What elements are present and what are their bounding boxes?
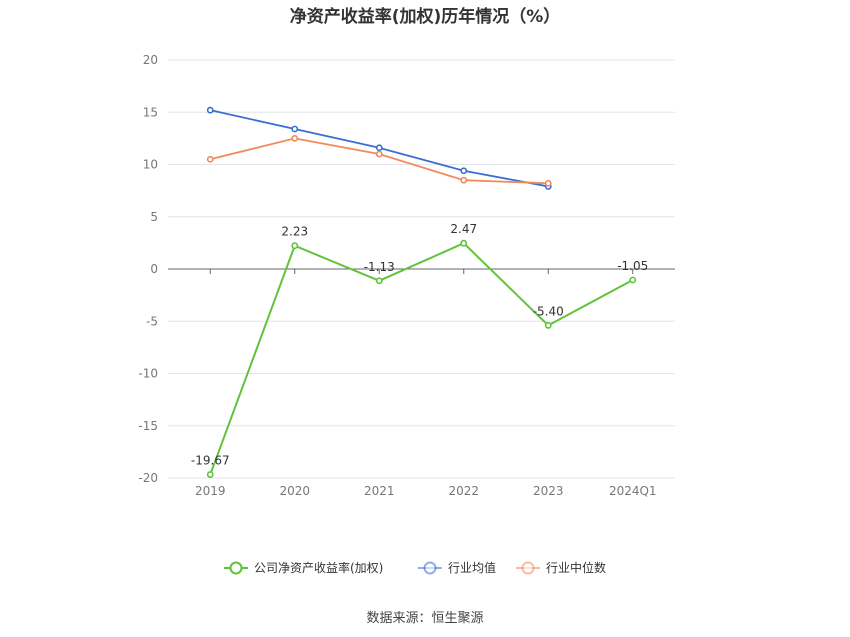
y-tick-label: 5 bbox=[150, 210, 158, 224]
y-tick-label: -5 bbox=[146, 314, 158, 328]
x-tick-label: 2022 bbox=[448, 484, 479, 498]
x-tick-label: 2023 bbox=[533, 484, 564, 498]
data-point bbox=[206, 155, 214, 163]
y-tick-label: 20 bbox=[143, 53, 158, 67]
data-point bbox=[629, 276, 637, 284]
x-tick-label: 2024Q1 bbox=[609, 484, 657, 498]
data-source: 数据来源：恒生聚源 bbox=[366, 611, 484, 626]
legend-label: 行业均值 bbox=[448, 560, 496, 575]
y-tick-label: -10 bbox=[138, 367, 158, 381]
y-tick-label: 15 bbox=[143, 105, 158, 119]
data-label: 2.23 bbox=[281, 225, 308, 239]
data-point bbox=[206, 106, 214, 114]
data-point bbox=[206, 471, 214, 478]
data-point bbox=[375, 150, 383, 158]
legend-marker bbox=[521, 561, 535, 575]
legend-label: 公司净资产收益率(加权) bbox=[254, 560, 383, 575]
data-label: -5.40 bbox=[533, 304, 564, 318]
x-axis: 2019 2020 2021 2022 2023 2024Q1 bbox=[168, 269, 675, 498]
y-tick-label: -20 bbox=[138, 471, 158, 485]
data-point bbox=[375, 144, 383, 152]
data-point bbox=[291, 134, 299, 142]
data-point bbox=[291, 242, 299, 250]
data-point bbox=[375, 277, 383, 285]
x-tick-label: 2020 bbox=[279, 484, 310, 498]
data-point bbox=[544, 322, 552, 329]
y-tick-label: 10 bbox=[143, 158, 158, 172]
data-point bbox=[460, 239, 468, 247]
data-label: 2.47 bbox=[450, 222, 477, 236]
legend-label: 行业中位数 bbox=[546, 560, 606, 575]
data-label: -1.13 bbox=[364, 260, 395, 274]
data-point bbox=[460, 176, 468, 184]
grid-lines bbox=[168, 59, 675, 479]
data-point bbox=[544, 179, 552, 187]
x-tick-label: 2021 bbox=[364, 484, 395, 498]
chart-title: 净资产收益率(加权)历年情况（%） bbox=[289, 7, 561, 27]
y-tick-label: -15 bbox=[138, 419, 158, 433]
data-point bbox=[291, 125, 299, 133]
legend-marker bbox=[229, 561, 243, 575]
series-lines: -19.67 2.23 -1.13 2.47 -5.40 -1.05 bbox=[191, 106, 648, 478]
data-point bbox=[460, 167, 468, 175]
y-axis-ticks: 20 15 10 5 0 -5 -10 -15 -20 bbox=[138, 53, 158, 485]
series-line bbox=[209, 241, 634, 475]
legend-marker bbox=[423, 561, 437, 575]
y-tick-label: 0 bbox=[150, 262, 158, 276]
data-label: -1.05 bbox=[617, 259, 648, 273]
x-tick-label: 2019 bbox=[195, 484, 226, 498]
data-label: -19.67 bbox=[191, 454, 230, 468]
legend: 公司净资产收益率(加权) 行业均值 行业中位数 bbox=[224, 560, 606, 575]
